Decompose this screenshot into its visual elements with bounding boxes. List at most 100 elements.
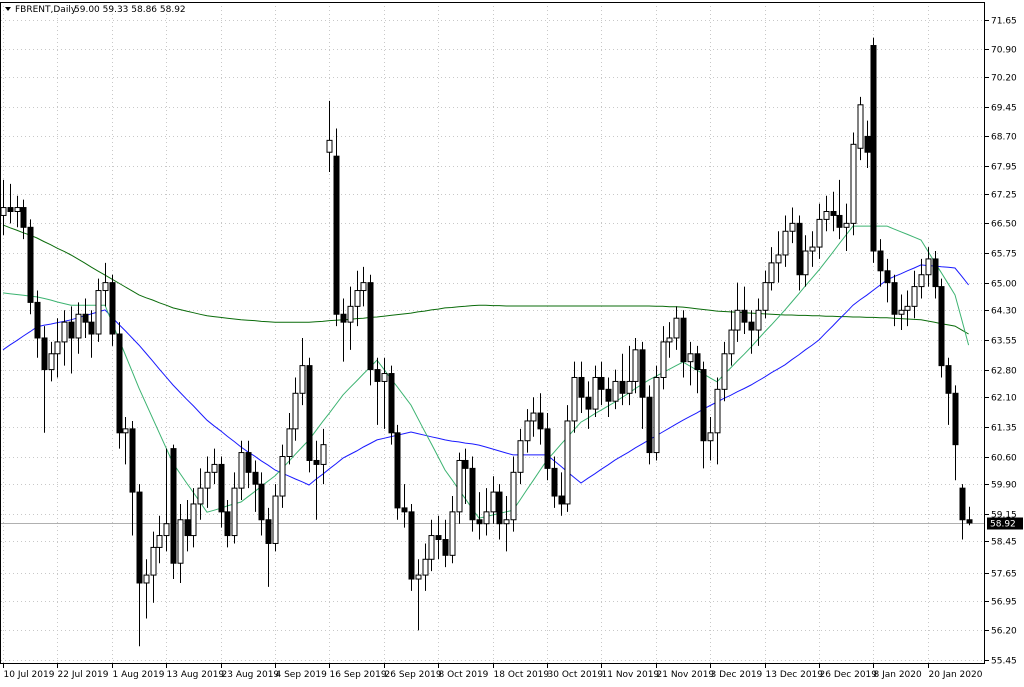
candle-body bbox=[34, 301, 41, 339]
x-tick-label: 4 Sep 2019 bbox=[276, 670, 328, 680]
candle-body bbox=[476, 519, 483, 525]
y-tick-label: 67.95 bbox=[991, 163, 1017, 173]
x-tick-label: 13 Dec 2019 bbox=[766, 670, 824, 680]
candle-body bbox=[170, 448, 177, 564]
chart-title: FBRENT,Daily bbox=[15, 5, 77, 15]
plot-frame bbox=[0, 2, 985, 664]
ohlc-label: 59.00 59.33 58.86 58.92 bbox=[74, 5, 186, 15]
candle-body bbox=[891, 282, 898, 315]
candle-body bbox=[333, 155, 340, 315]
candle-body bbox=[966, 519, 973, 524]
x-tick-label: 3 Dec 2019 bbox=[711, 670, 763, 680]
plot bbox=[0, 37, 985, 647]
x-tick-label: 26 Dec 2019 bbox=[820, 670, 878, 680]
y-tick-label: 66.50 bbox=[991, 220, 1017, 230]
candle-body bbox=[830, 211, 837, 216]
candle-body bbox=[150, 546, 157, 576]
candle-body bbox=[843, 222, 850, 228]
candle-body bbox=[401, 507, 408, 513]
candle-body bbox=[14, 207, 21, 213]
candle-body bbox=[211, 463, 218, 473]
candle-body bbox=[551, 467, 558, 497]
candle-body bbox=[510, 471, 517, 521]
candle-body bbox=[483, 511, 490, 525]
candle-body bbox=[122, 428, 129, 434]
candle-body bbox=[945, 365, 952, 394]
candle-body bbox=[517, 440, 524, 473]
candle-body bbox=[653, 376, 660, 454]
candle-body bbox=[959, 487, 966, 521]
candle-body bbox=[728, 329, 735, 355]
candle-body bbox=[95, 290, 102, 335]
candle-body bbox=[694, 353, 701, 371]
candle-body bbox=[286, 428, 293, 458]
x-tick-label: 16 Sep 2019 bbox=[330, 670, 387, 680]
y-tick-label: 62.80 bbox=[991, 367, 1017, 377]
candle-body bbox=[558, 495, 565, 505]
candle-body bbox=[258, 483, 265, 521]
candle-body bbox=[231, 487, 238, 537]
candle-body bbox=[544, 428, 551, 469]
y-tick-label: 64.30 bbox=[991, 307, 1017, 317]
x-tick-label: 22 Jul 2019 bbox=[58, 670, 109, 680]
candle-body bbox=[666, 337, 673, 343]
candle-body bbox=[340, 313, 347, 323]
candle-body bbox=[279, 456, 286, 497]
x-tick-label: 1 Aug 2019 bbox=[113, 670, 165, 680]
candle-body bbox=[347, 305, 354, 323]
candle-body bbox=[88, 321, 95, 335]
candle-body bbox=[932, 258, 939, 288]
candle-body bbox=[796, 222, 803, 276]
candle-body bbox=[75, 313, 82, 339]
candle-body bbox=[762, 282, 769, 311]
candle-body bbox=[143, 574, 150, 584]
candle-body bbox=[578, 376, 585, 398]
candle-body bbox=[299, 365, 306, 394]
symbol-arrow bbox=[5, 7, 11, 11]
candle-body bbox=[639, 349, 646, 398]
candle-body bbox=[741, 309, 748, 323]
candle-body bbox=[598, 376, 605, 390]
candle-body bbox=[755, 309, 762, 331]
y-tick-label: 65.75 bbox=[991, 250, 1017, 260]
candle-body bbox=[496, 491, 503, 525]
candle-body bbox=[0, 207, 7, 216]
candle-body bbox=[850, 143, 857, 224]
candle-body bbox=[116, 333, 123, 434]
candle-body bbox=[245, 452, 252, 473]
candle-body bbox=[632, 349, 639, 382]
candle-body bbox=[952, 392, 959, 446]
x-tick-label: 11 Nov 2019 bbox=[602, 670, 660, 680]
y-tick-label: 59.15 bbox=[991, 511, 1017, 521]
moving-average bbox=[2, 264, 969, 486]
candle-body bbox=[435, 535, 442, 541]
candle-body bbox=[306, 365, 313, 461]
candle-body bbox=[360, 282, 367, 292]
y-tick-label: 63.55 bbox=[991, 337, 1017, 347]
candle-body bbox=[707, 432, 714, 442]
candle-body bbox=[823, 211, 830, 220]
candle-body bbox=[190, 503, 197, 537]
candle-body bbox=[748, 321, 755, 331]
candle-body bbox=[864, 135, 871, 153]
x-tick-label: 30 Oct 2019 bbox=[548, 670, 604, 680]
candle-body bbox=[313, 459, 320, 465]
candle-body bbox=[490, 491, 497, 513]
candle-body bbox=[462, 459, 469, 469]
candle-body bbox=[48, 353, 55, 371]
candle-body bbox=[911, 286, 918, 307]
y-tick-label: 65.00 bbox=[991, 280, 1017, 290]
candle-body bbox=[530, 412, 537, 422]
candle-body bbox=[320, 444, 327, 465]
candle-body bbox=[680, 317, 687, 363]
x-tick-label: 18 Oct 2019 bbox=[494, 670, 550, 680]
candle-body bbox=[884, 270, 891, 284]
y-tick-label: 56.20 bbox=[991, 627, 1017, 637]
x-tick-label: 23 Aug 2019 bbox=[222, 670, 280, 680]
candle-body bbox=[374, 369, 381, 382]
candle-body bbox=[102, 282, 109, 292]
candle-body bbox=[367, 282, 374, 371]
y-tick-label: 55.45 bbox=[991, 657, 1017, 667]
candle-body bbox=[626, 380, 633, 394]
